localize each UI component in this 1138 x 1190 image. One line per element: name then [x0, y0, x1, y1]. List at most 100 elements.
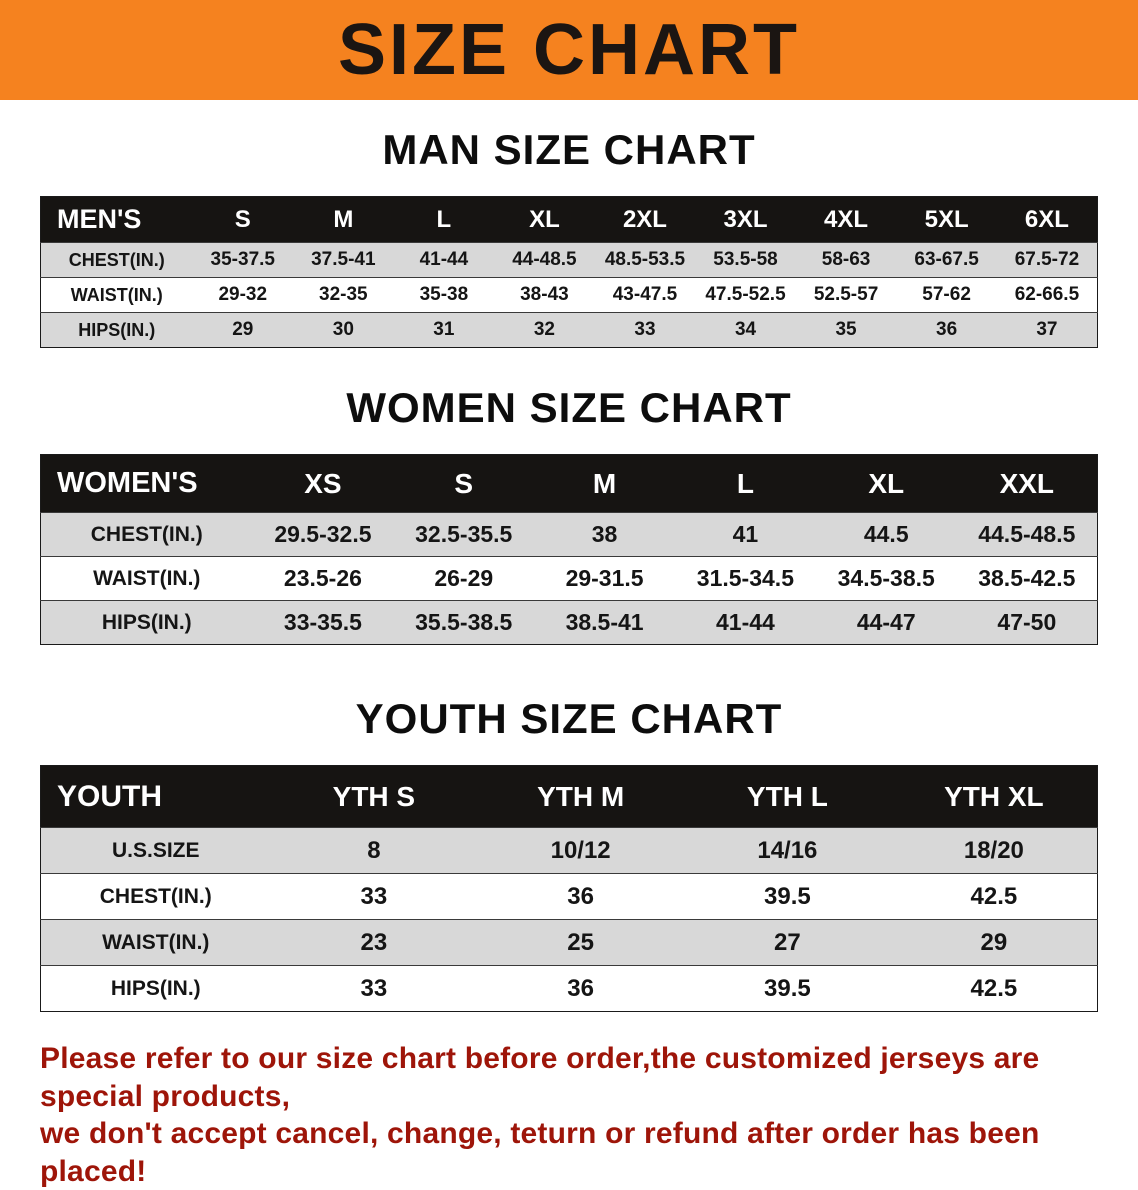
size-value: 47.5-52.5	[705, 284, 786, 305]
size-value: 37	[1036, 319, 1058, 340]
size-value: 33	[360, 974, 388, 1002]
size-value: 23	[360, 928, 388, 956]
table-body: CHEST(IN.) 35-37.5 37.5-41 41-44 44-48.5 48.5…	[40, 242, 1098, 348]
size-value: 29	[232, 319, 254, 340]
men-size-table: MEN'S S M L XL 2XL 3XL 4XL 5XL 6XL CHEST(IN.) 35-3…	[40, 196, 1098, 348]
size-value: 42.5	[970, 974, 1018, 1002]
size-value: 38.5-41	[565, 609, 644, 635]
size-value: 44-48.5	[512, 249, 577, 270]
size-column-header: 2XL	[594, 196, 696, 243]
size-value: 26-29	[434, 565, 494, 591]
row-label: CHEST(IN.)	[99, 884, 212, 908]
row-label: WAIST(IN.)	[70, 284, 163, 305]
row-label: CHEST(IN.)	[90, 522, 203, 546]
size-value: 38	[591, 521, 618, 547]
size-value: 36	[567, 974, 594, 1002]
size-column-header: YTH L	[684, 765, 891, 828]
table-body: U.S.SIZE 8 10/12 14/16 18/20 CHEST(IN.) 33 36 39…	[40, 827, 1098, 1012]
disclaimer: Please refer to our size chart before or…	[40, 1040, 1138, 1190]
size-value: 32.5-35.5	[415, 521, 513, 547]
row-label: WAIST(IN.)	[102, 930, 210, 954]
size-value: 34	[734, 319, 757, 340]
table-row: HIPS(IN.) 33-35.5 35.5-38.5 38.5-41 41-44 44-…	[40, 600, 1098, 645]
row-label: CHEST(IN.)	[68, 249, 165, 270]
table-row: CHEST(IN.) 35-37.5 37.5-41 41-44 44-48.5 48.5…	[40, 242, 1098, 278]
size-value: 47-50	[997, 609, 1057, 635]
size-value: 38-43	[520, 284, 569, 305]
size-value: 33-35.5	[283, 609, 362, 635]
size-column-header: 5XL	[896, 196, 997, 243]
disclaimer-line-1: Please refer to our size chart before or…	[40, 1042, 1040, 1113]
size-value: 44.5-48.5	[978, 521, 1076, 547]
size-value: 35.5-38.5	[415, 609, 513, 635]
table-row: HIPS(IN.) 33 36 39.5 42.5	[40, 965, 1098, 1012]
size-value: 33	[360, 882, 388, 910]
table-header-row: MEN'S S M L XL 2XL 3XL 4XL 5XL 6XL	[40, 196, 1098, 243]
size-column-header: YTH S	[270, 765, 478, 828]
size-value: 31	[433, 319, 455, 340]
table-row: CHEST(IN.) 33 36 39.5 42.5	[40, 873, 1098, 920]
size-column-header: YTH M	[477, 765, 684, 828]
table-row: U.S.SIZE 8 10/12 14/16 18/20	[40, 827, 1098, 874]
row-label: HIPS(IN.)	[101, 610, 192, 634]
size-column-header: XL	[494, 196, 595, 243]
table-body: CHEST(IN.) 29.5-32.5 32.5-35.5 38 41 44.5 44.5…	[40, 512, 1098, 645]
size-value: 29-32	[218, 284, 268, 305]
size-value: 62-66.5	[1014, 284, 1080, 305]
size-value: 43-47.5	[612, 284, 678, 305]
size-column-header: S	[192, 196, 294, 243]
size-column-header: L	[393, 196, 495, 243]
size-value: 42.5	[970, 882, 1018, 910]
size-value: 57-62	[922, 284, 971, 305]
size-value: 41-44	[715, 609, 775, 635]
size-value: 32	[533, 319, 555, 340]
size-value: 36	[936, 319, 958, 340]
size-value: 27	[774, 928, 801, 956]
women-size-section: WOMEN SIZE CHART WOMEN'S XS S M L XL XXL CHEST…	[0, 384, 1138, 645]
size-value: 63-67.5	[914, 249, 979, 270]
row-label: WAIST(IN.)	[93, 566, 201, 590]
size-column-header: S	[393, 454, 535, 513]
size-value: 10/12	[550, 836, 611, 864]
disclaimer-line-2: we don't accept cancel, change, teturn o…	[40, 1117, 1040, 1188]
size-value: 14/16	[757, 836, 818, 864]
size-value: 25	[567, 928, 594, 956]
size-column-header: M	[534, 454, 675, 513]
women-chart-heading: WOMEN SIZE CHART	[346, 384, 792, 431]
size-column-header: 3XL	[695, 196, 796, 243]
size-value: 31.5-34.5	[696, 565, 794, 591]
youth-chart-heading: YOUTH SIZE CHART	[355, 695, 783, 742]
size-value: 29.5-32.5	[274, 521, 372, 547]
table-corner-label: WOMEN'S	[40, 454, 253, 513]
size-value: 35-37.5	[210, 249, 275, 270]
size-value: 34.5-38.5	[837, 565, 935, 591]
size-value: 39.5	[764, 882, 811, 910]
size-value: 33	[634, 319, 656, 340]
table-row: CHEST(IN.) 29.5-32.5 32.5-35.5 38 41 44.5 44.5…	[40, 512, 1098, 557]
size-value: 44.5	[863, 521, 909, 547]
size-value: 35	[835, 319, 857, 340]
table-corner-label: YOUTH	[40, 765, 271, 828]
row-label: HIPS(IN.)	[78, 319, 156, 340]
banner: SIZE CHART	[0, 0, 1138, 100]
table-header-row: YOUTH YTH S YTH M YTH L YTH XL	[40, 765, 1098, 828]
size-value: 41-44	[419, 249, 469, 270]
size-column-header: XL	[815, 454, 957, 513]
women-size-table: WOMEN'S XS S M L XL XXL CHEST(IN.) 29.5-32.5 32.…	[40, 454, 1098, 645]
row-label: U.S.SIZE	[111, 838, 200, 862]
row-label: HIPS(IN.)	[110, 976, 201, 1000]
men-chart-heading: MAN SIZE CHART	[382, 126, 756, 173]
size-value: 29	[980, 928, 1008, 956]
table-header-row: WOMEN'S XS S M L XL XXL	[40, 454, 1098, 513]
table-row: WAIST(IN.) 29-32 32-35 35-38 38-43 43-47.5 47.…	[40, 277, 1098, 313]
size-value: 58-63	[821, 249, 871, 270]
size-column-header: L	[674, 454, 816, 513]
size-value: 48.5-53.5	[604, 249, 686, 270]
page-title: SIZE CHART	[338, 10, 800, 90]
size-value: 36	[567, 882, 594, 910]
table-row: WAIST(IN.) 23.5-26 26-29 29-31.5 31.5-34.5 34…	[40, 556, 1098, 601]
size-value: 29-31.5	[565, 565, 644, 591]
size-value: 44-47	[856, 609, 916, 635]
size-column-header: 6XL	[996, 196, 1098, 243]
size-value: 35-38	[419, 284, 469, 305]
